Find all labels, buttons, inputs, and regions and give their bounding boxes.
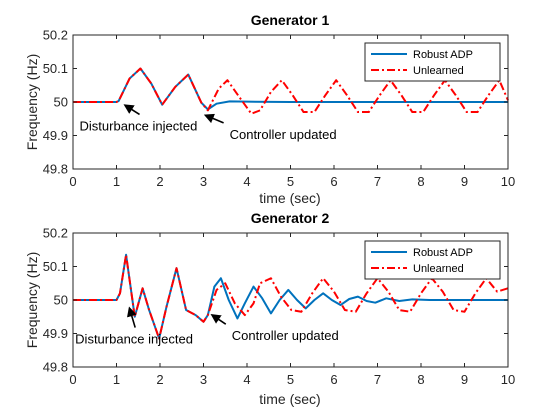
legend-label: Robust ADP	[413, 49, 473, 61]
x-tick-label: 0	[69, 372, 76, 387]
annotation-text: Controller updated	[232, 328, 339, 343]
legend-label: Unlearned	[413, 263, 464, 275]
x-tick-label: 10	[501, 174, 515, 189]
y-tick-label: 50	[54, 293, 68, 308]
annotation-text: Disturbance injected	[75, 332, 193, 347]
chart-panel-2: Generator 2 0 1 2 3 4 5 6 7 8 9 10 49.8 49.9 50 50.1 50…	[24, 210, 515, 407]
legend: Robust ADP Unlearned	[364, 42, 501, 82]
y-axis-title: Frequency (Hz)	[24, 252, 40, 348]
legend-box	[364, 42, 501, 82]
plot-area-2: 0 1 2 3 4 5 6 7 8 9 10 49.8 49.9 50 50.1 50.2 Robust ADP…	[43, 226, 516, 388]
y-tick-label: 50.1	[43, 259, 68, 274]
y-tick-label: 49.9	[43, 326, 68, 341]
y-axis-title: Frequency (Hz)	[24, 54, 40, 150]
x-tick-label: 3	[200, 372, 207, 387]
x-tick-label: 2	[156, 372, 163, 387]
x-tick-label: 1	[113, 372, 120, 387]
annotation-text: Disturbance injected	[80, 118, 198, 133]
x-axis-title: time (sec)	[259, 391, 320, 407]
y-tick-label: 49.8	[43, 162, 68, 177]
x-tick-label: 1	[113, 174, 120, 189]
y-tick-label: 49.9	[43, 128, 68, 143]
x-tick-label: 6	[330, 174, 337, 189]
series-line-unlearned	[73, 67, 509, 115]
x-tick-label: 5	[287, 372, 294, 387]
y-tick-label: 50.2	[43, 28, 68, 43]
y-tick-label: 50.1	[43, 61, 68, 76]
chart-title: Generator 2	[251, 210, 330, 226]
x-tick-label: 8	[417, 174, 424, 189]
x-tick-label: 5	[287, 174, 294, 189]
x-tick-label: 9	[461, 174, 468, 189]
annotation-text: Controller updated	[230, 127, 337, 142]
x-tick-label: 10	[501, 372, 515, 387]
legend-label: Robust ADP	[413, 247, 473, 259]
x-tick-label: 4	[243, 372, 250, 387]
annotation-arrow	[203, 113, 224, 124]
annotation-arrow	[210, 313, 227, 325]
y-tick-label: 49.8	[43, 360, 68, 375]
x-tick-label: 2	[156, 174, 163, 189]
chart-panel-1: Generator 1 0 1 2 3 4 5 6 7 8 9 10 49.8 49.9 50 50.1 50…	[24, 12, 515, 206]
y-tick-label: 50.2	[43, 226, 68, 241]
annotation-arrow	[127, 306, 137, 328]
chart-title: Generator 1	[251, 12, 330, 28]
annotation-arrow	[123, 104, 140, 116]
x-tick-label: 9	[461, 372, 468, 387]
x-tick-label: 6	[330, 372, 337, 387]
x-tick-label: 0	[69, 174, 76, 189]
x-tick-label: 3	[200, 174, 207, 189]
legend-label: Unlearned	[413, 65, 464, 77]
plot-area-1: 0 1 2 3 4 5 6 7 8 9 10 49.8 49.9 50 50.1 50.2 Robust ADP…	[43, 28, 516, 190]
x-tick-label: 7	[374, 174, 381, 189]
x-tick-label: 7	[374, 372, 381, 387]
x-axis-title: time (sec)	[259, 190, 320, 206]
legend-box	[364, 240, 501, 280]
legend: Robust ADP Unlearned	[364, 240, 501, 280]
x-tick-label: 8	[417, 372, 424, 387]
y-tick-label: 50	[54, 95, 68, 110]
x-tick-label: 4	[243, 174, 250, 189]
